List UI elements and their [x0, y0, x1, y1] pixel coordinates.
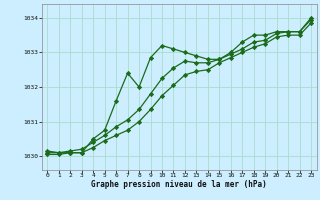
X-axis label: Graphe pression niveau de la mer (hPa): Graphe pression niveau de la mer (hPa): [91, 180, 267, 189]
